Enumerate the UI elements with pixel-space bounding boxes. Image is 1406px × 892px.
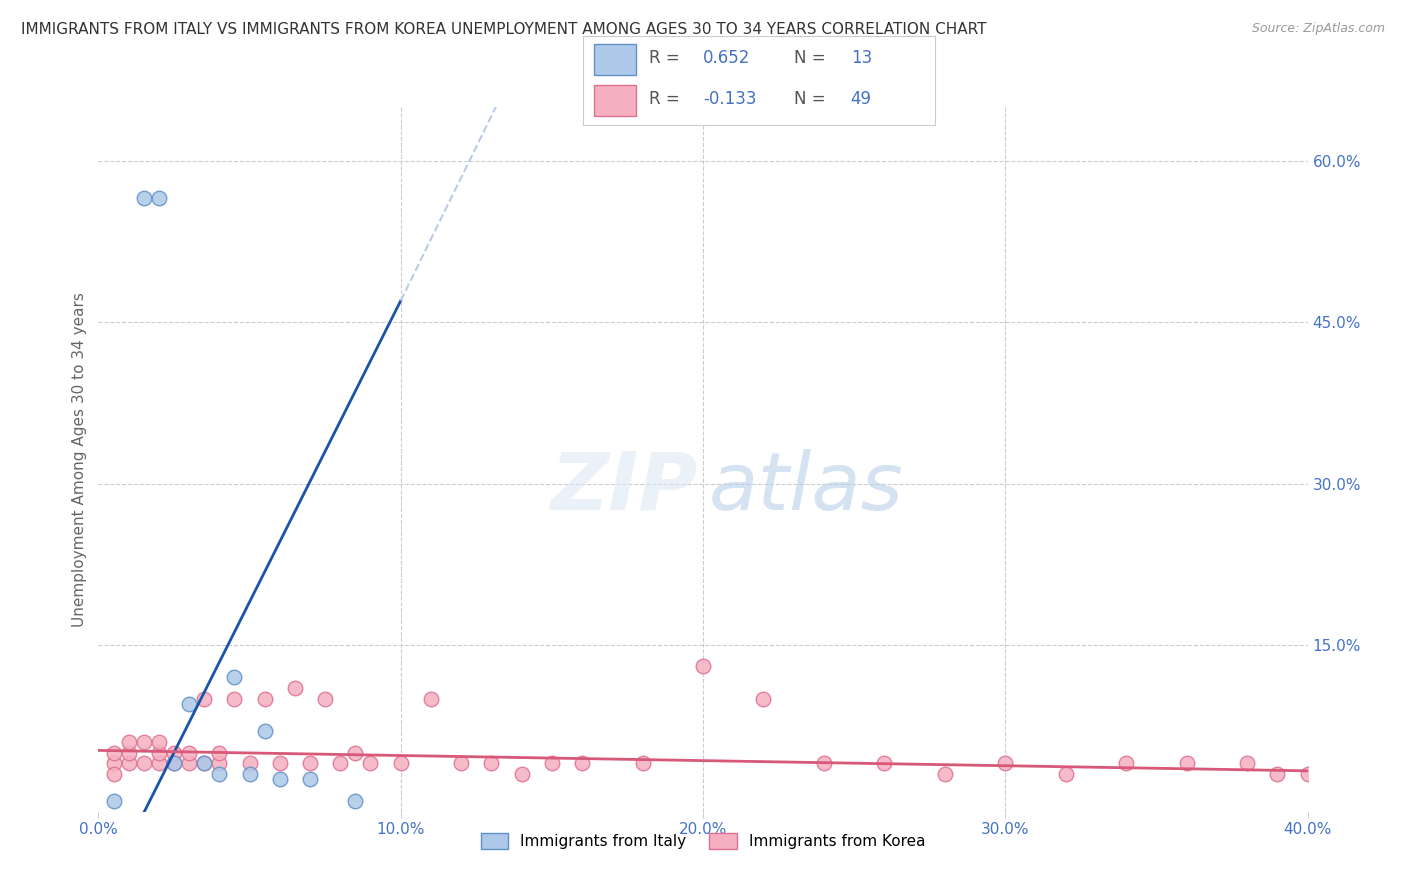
Point (118, 756, 141, 771)
Point (631, 756, 654, 771)
Point (193, 756, 215, 771)
Point (103, 794, 125, 808)
Text: N =: N = (794, 90, 825, 109)
Point (148, 192, 170, 206)
Point (118, 746, 141, 760)
Point (179, 697, 201, 711)
Point (148, 756, 170, 771)
Point (103, 767, 125, 781)
Point (118, 735, 141, 749)
Point (389, 756, 412, 771)
Point (284, 681, 307, 695)
Point (163, 746, 186, 760)
Text: atlas: atlas (709, 449, 904, 526)
Point (208, 767, 231, 781)
Point (253, 724, 276, 739)
Text: 13: 13 (851, 49, 872, 68)
Point (253, 691, 276, 706)
Point (103, 746, 125, 760)
Point (1054, 767, 1077, 781)
Point (752, 691, 775, 706)
Point (208, 746, 231, 760)
Text: IMMIGRANTS FROM ITALY VS IMMIGRANTS FROM KOREA UNEMPLOYMENT AMONG AGES 30 TO 34 : IMMIGRANTS FROM ITALY VS IMMIGRANTS FROM… (21, 22, 987, 37)
Point (344, 794, 367, 808)
Point (224, 670, 246, 684)
Point (179, 756, 201, 771)
Point (450, 756, 472, 771)
Point (148, 746, 170, 760)
Point (132, 192, 155, 206)
Legend: Immigrants from Italy, Immigrants from Korea: Immigrants from Italy, Immigrants from K… (472, 826, 934, 857)
Point (179, 746, 201, 760)
Point (269, 772, 291, 787)
Point (193, 756, 215, 771)
Point (1115, 756, 1137, 771)
Text: -0.133: -0.133 (703, 90, 756, 109)
Point (239, 756, 262, 771)
Point (344, 746, 367, 760)
Point (163, 756, 186, 771)
Point (148, 735, 170, 749)
Point (1236, 756, 1258, 771)
Point (299, 772, 322, 787)
Point (1175, 756, 1198, 771)
Point (934, 767, 956, 781)
Point (571, 756, 593, 771)
Point (269, 756, 291, 771)
Point (224, 691, 246, 706)
Point (103, 756, 125, 771)
Point (692, 659, 714, 673)
Point (540, 756, 562, 771)
Text: R =: R = (648, 49, 679, 68)
Point (420, 691, 443, 706)
Text: N =: N = (794, 49, 825, 68)
Point (314, 691, 336, 706)
Point (510, 767, 533, 781)
Point (994, 756, 1017, 771)
Point (163, 756, 186, 771)
Text: 0.652: 0.652 (703, 49, 751, 68)
Text: 49: 49 (851, 90, 872, 109)
Point (360, 756, 382, 771)
Text: R =: R = (648, 90, 679, 109)
FancyBboxPatch shape (593, 85, 637, 116)
Y-axis label: Unemployment Among Ages 30 to 34 years: Unemployment Among Ages 30 to 34 years (72, 292, 87, 627)
Point (193, 691, 215, 706)
Text: Source: ZipAtlas.com: Source: ZipAtlas.com (1251, 22, 1385, 36)
Point (239, 767, 262, 781)
Point (132, 735, 155, 749)
Point (329, 756, 352, 771)
Point (813, 756, 835, 771)
Point (873, 756, 896, 771)
Point (481, 756, 503, 771)
FancyBboxPatch shape (593, 44, 637, 75)
Text: ZIP: ZIP (550, 449, 697, 526)
Point (299, 756, 322, 771)
Point (132, 756, 155, 771)
Point (1267, 767, 1289, 781)
Point (208, 756, 231, 771)
Point (1296, 767, 1319, 781)
